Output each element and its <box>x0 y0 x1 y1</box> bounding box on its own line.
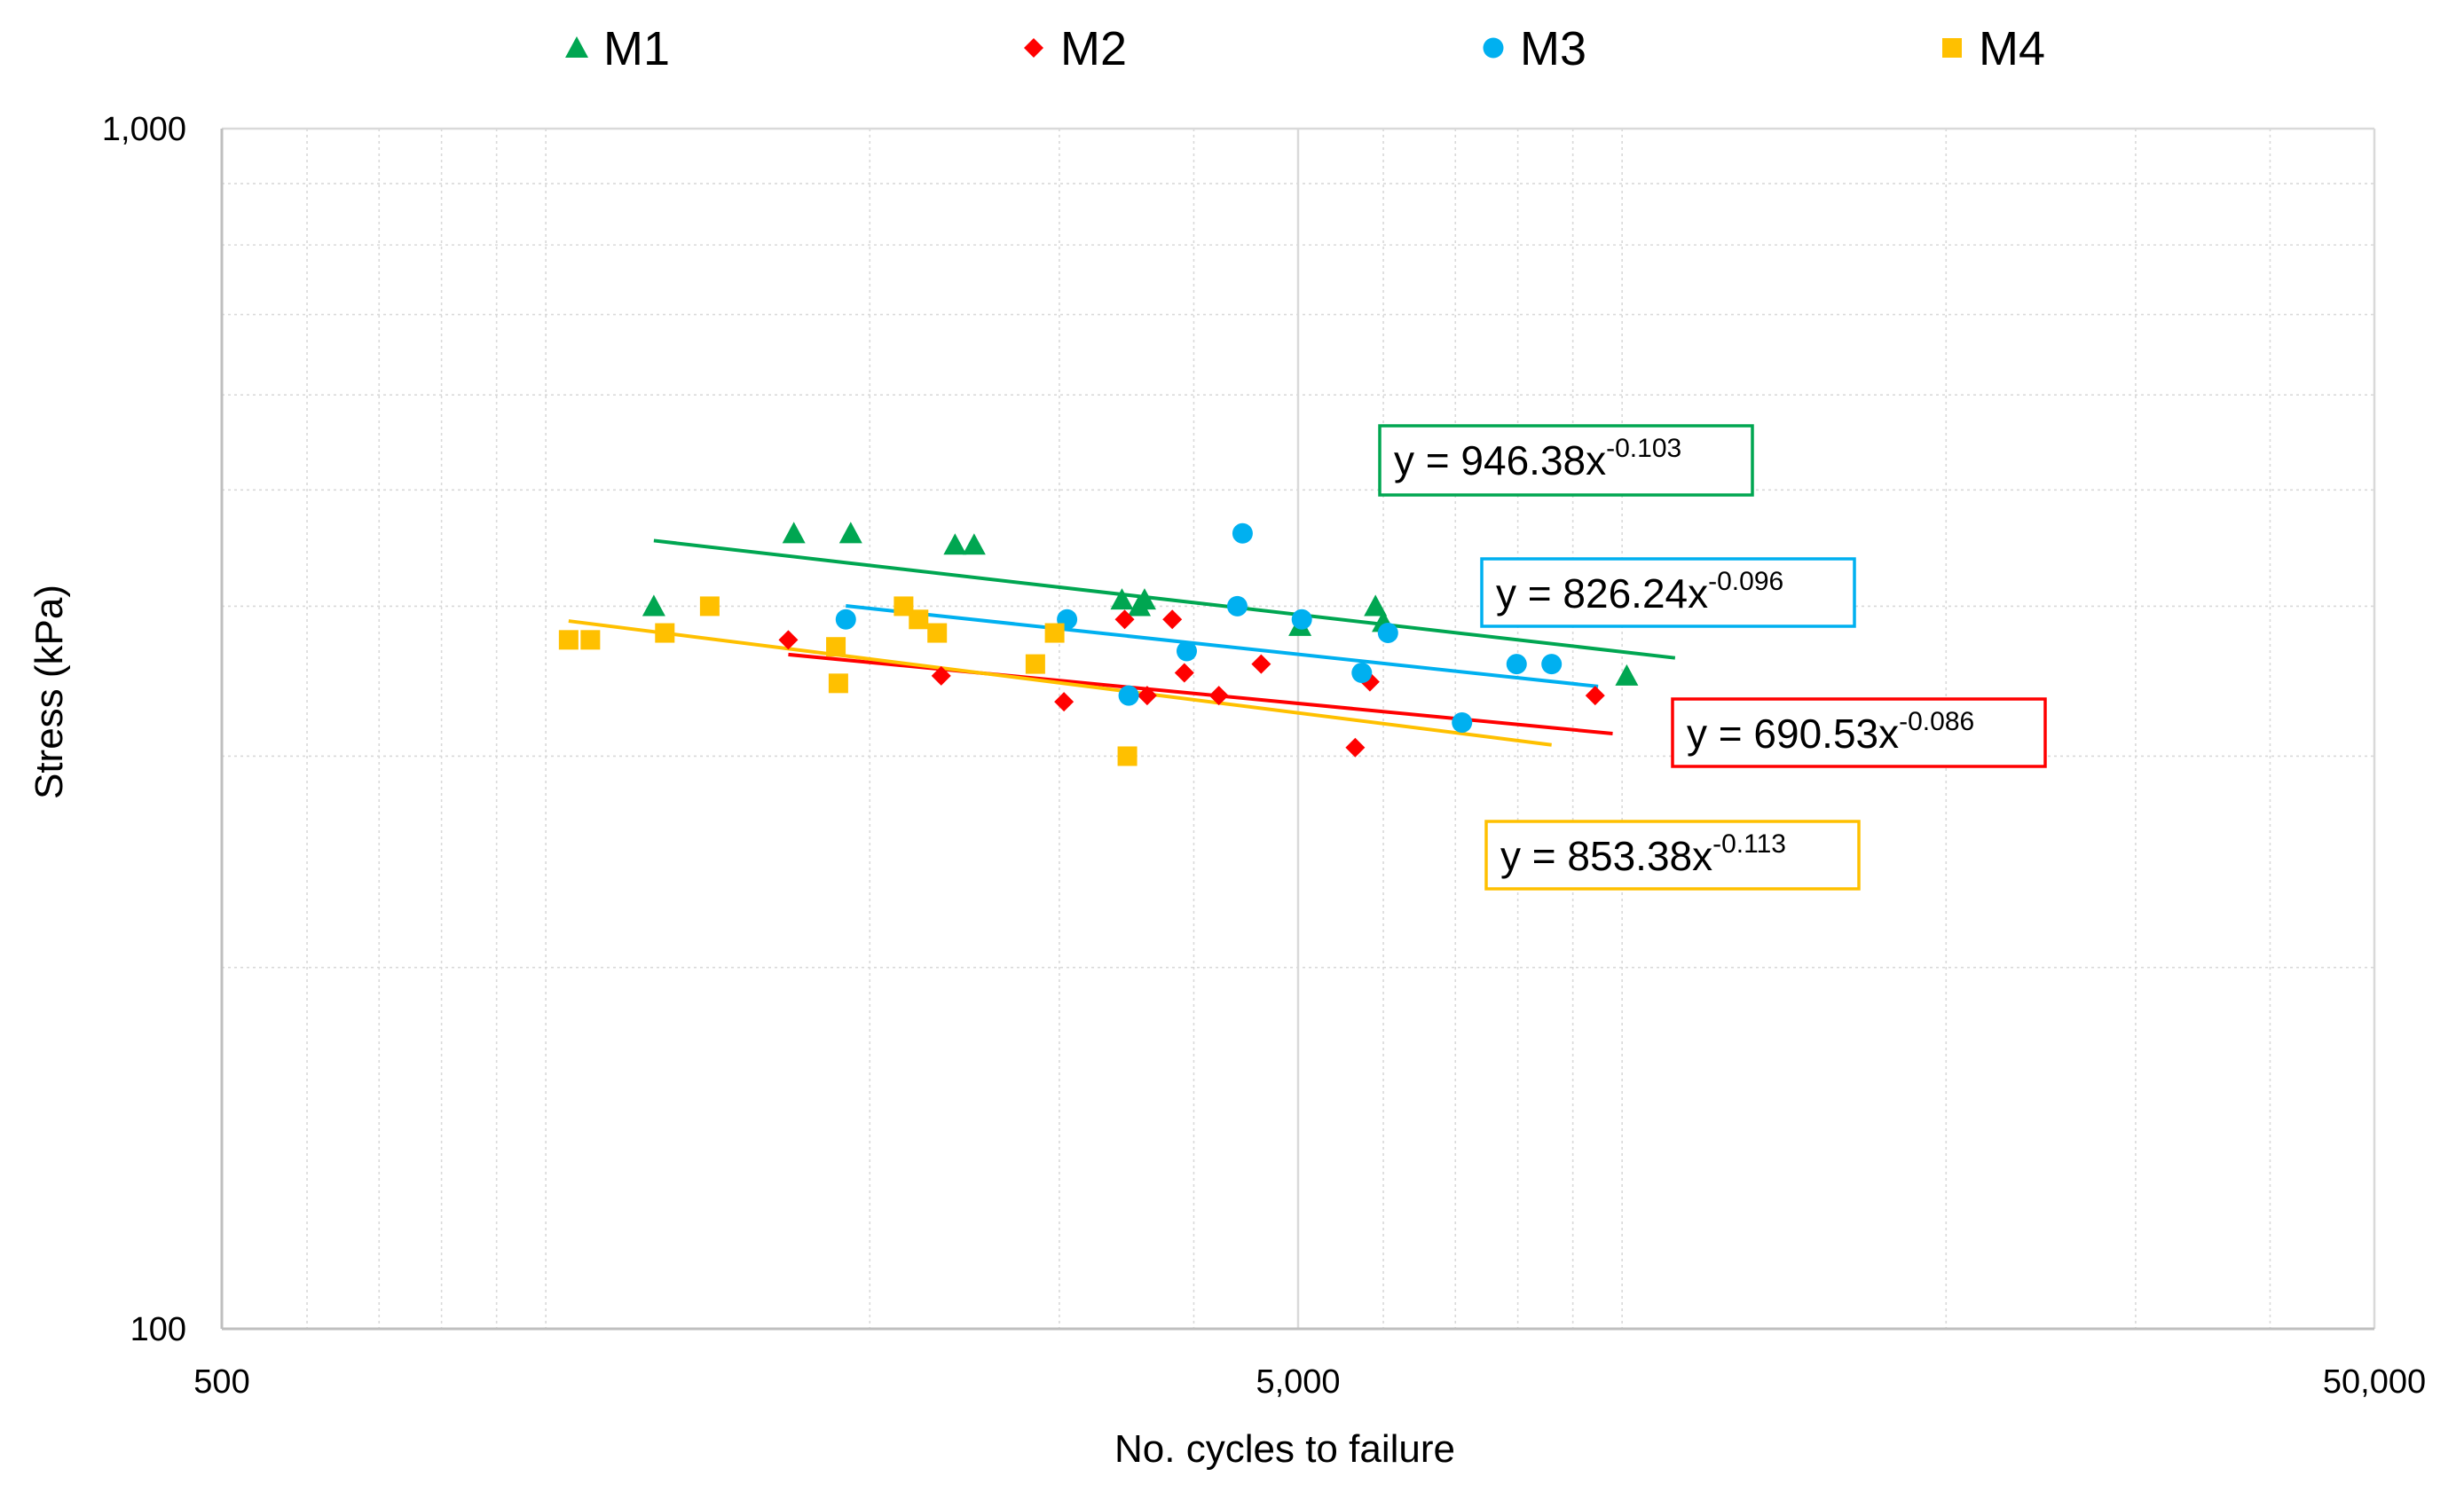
equation-exponent: -0.103 <box>1606 434 1681 463</box>
data-point-m4 <box>580 630 601 650</box>
y-axis-title: Stress (kPa) <box>28 585 71 799</box>
y-tick-label: 1,000 <box>102 111 186 148</box>
data-point-m4 <box>909 609 929 630</box>
data-point-m1 <box>962 533 986 555</box>
equation-box-m3 <box>1480 557 1856 628</box>
trendline-m2 <box>788 652 1613 735</box>
data-point-m3 <box>1291 609 1312 630</box>
data-point-m3 <box>1506 654 1527 675</box>
data-point-m2 <box>1114 609 1135 630</box>
trendline-m1 <box>653 538 1676 660</box>
data-point-m2 <box>1162 609 1183 630</box>
data-point-m4 <box>927 623 948 643</box>
equation-exponent: -0.096 <box>1708 567 1783 596</box>
x-tick-label: 500 <box>193 1363 249 1401</box>
data-point-m3 <box>1176 640 1197 662</box>
data-point-m3 <box>1351 663 1373 684</box>
data-points <box>558 522 1639 766</box>
data-point-m4 <box>1025 654 1045 674</box>
data-point-m3 <box>1118 685 1139 706</box>
trendline-m3 <box>846 604 1599 688</box>
trendline-m4 <box>568 619 1552 747</box>
grid <box>222 129 2374 1329</box>
data-point-m2 <box>1137 686 1157 706</box>
legend-label-m2: M2 <box>1060 22 1127 75</box>
data-point-m4 <box>558 630 579 650</box>
data-point-m4 <box>893 596 914 617</box>
data-point-m1 <box>1364 594 1388 617</box>
data-point-m2 <box>1174 663 1194 683</box>
trendlines <box>568 538 1676 747</box>
data-point-m2 <box>1054 692 1075 712</box>
tick-labels: 500 5,000 50,000 100 1,000 <box>102 111 2426 1401</box>
data-point-m1 <box>642 594 665 617</box>
axes <box>220 127 2376 1331</box>
data-point-m3 <box>1226 595 1248 617</box>
data-point-m2 <box>778 630 799 650</box>
data-point-m4 <box>655 623 675 643</box>
x-tick-label: 50,000 <box>2323 1363 2426 1401</box>
equation-box-m1 <box>1378 424 1754 497</box>
legend-label-m1: M1 <box>603 22 670 75</box>
x-tick-label: 5,000 <box>1256 1363 1340 1401</box>
legend-label-m4: M4 <box>1979 22 2045 75</box>
legend-label-m3: M3 <box>1520 22 1586 75</box>
equation-box-m2 <box>1671 697 2047 768</box>
legend: M1 M2 M3 M4 <box>565 22 2045 75</box>
legend-marker-m4 <box>1942 38 1962 58</box>
data-point-m1 <box>782 522 806 544</box>
data-point-m2 <box>1208 686 1229 706</box>
data-point-m3 <box>835 609 856 630</box>
data-point-m2 <box>1345 737 1366 758</box>
data-point-m4 <box>1117 746 1138 766</box>
data-point-m1 <box>1615 664 1639 686</box>
data-point-m3 <box>1452 712 1473 734</box>
data-point-m3 <box>1232 522 1253 544</box>
legend-marker-m1 <box>565 36 588 59</box>
data-point-m4 <box>1044 623 1065 643</box>
data-point-m3 <box>1377 623 1398 644</box>
equation-exponent: -0.086 <box>1899 707 1974 736</box>
legend-marker-m2 <box>1024 38 1043 58</box>
data-point-m1 <box>1110 588 1134 610</box>
data-point-m3 <box>1541 654 1563 675</box>
y-tick-label: 100 <box>130 1311 186 1348</box>
x-axis-title: No. cycles to failure <box>1114 1427 1455 1471</box>
data-point-m1 <box>838 522 862 544</box>
data-point-m4 <box>826 637 846 657</box>
data-point-m2 <box>1251 654 1271 674</box>
data-point-m4 <box>699 596 720 617</box>
data-point-m1 <box>943 533 967 555</box>
data-point-m2 <box>931 665 951 686</box>
data-point-m4 <box>828 673 848 694</box>
legend-marker-m3 <box>1483 37 1504 59</box>
data-point-m1 <box>1128 594 1152 617</box>
equation-box-m4 <box>1484 820 1861 891</box>
equation-exponent: -0.113 <box>1712 829 1786 859</box>
data-point-m2 <box>1585 686 1605 706</box>
